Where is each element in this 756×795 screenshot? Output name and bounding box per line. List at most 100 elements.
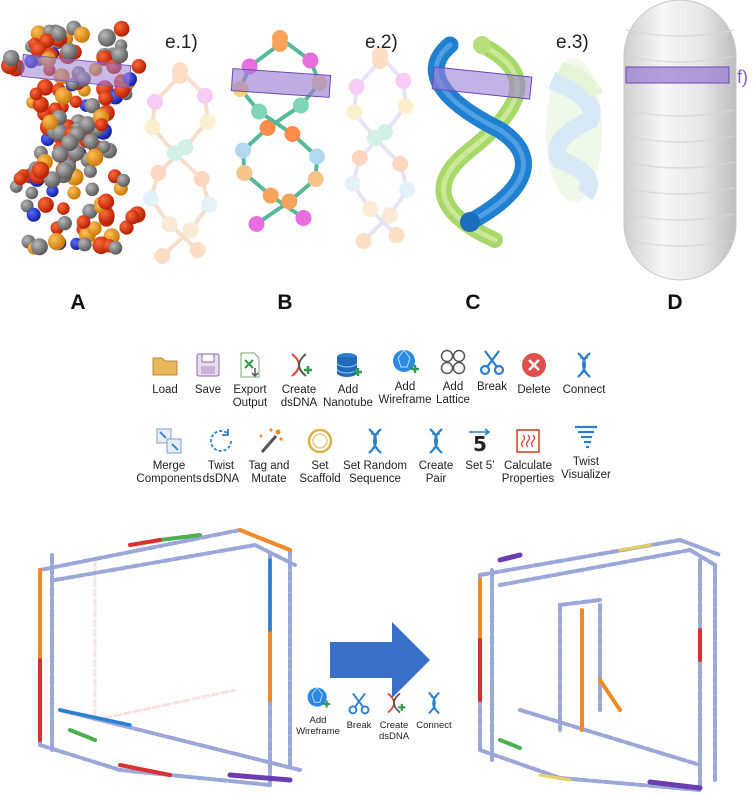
nucleotide-bead	[272, 36, 288, 52]
highlight-slab-c	[431, 66, 533, 100]
nucleotide-bead	[161, 216, 178, 233]
nucleotide-bead	[193, 170, 210, 187]
merge-components-button[interactable]: Merge Components	[134, 426, 204, 486]
twist-icon	[210, 429, 232, 452]
workflow-break-button[interactable]: Break	[331, 690, 387, 731]
workflow-add-wireframe-button[interactable]: Add Wireframe	[290, 685, 346, 737]
workflow-create-dsdna-button[interactable]: Create dsDNA	[366, 690, 422, 742]
atom-sphere	[98, 90, 113, 106]
atom-sphere	[25, 186, 39, 200]
atom-sphere	[29, 87, 43, 101]
atom-sphere	[61, 134, 78, 152]
nucleotide-bead	[307, 171, 324, 187]
atom-sphere	[76, 215, 91, 229]
cube-before	[38, 528, 302, 787]
set-5-prime-button[interactable]: 5 Set 5’	[445, 426, 515, 473]
nucleotide-bead	[351, 149, 368, 166]
atom-sphere	[95, 118, 108, 132]
nucleotide-bead	[346, 104, 363, 121]
atom-sphere	[67, 186, 81, 200]
atom-sphere	[113, 20, 130, 37]
nucleotide-bead	[172, 62, 188, 78]
calculate-properties-label: Calculate Properties	[501, 460, 555, 485]
atom-sphere	[54, 87, 73, 105]
delete-button[interactable]: Delete	[499, 350, 569, 397]
scissors-icon	[348, 692, 370, 715]
nucleotide-bead	[284, 126, 301, 142]
export-output-button[interactable]: Export Output	[215, 350, 285, 410]
nucleotide-bead	[236, 165, 253, 181]
folder-icon	[152, 357, 178, 376]
break-button[interactable]: Break	[457, 347, 527, 394]
twist-visualizer-button[interactable]: Twist Visualizer	[551, 422, 621, 482]
set-5-prime-label: Set 5’	[465, 460, 495, 472]
nucleotide-bead	[348, 78, 365, 95]
tag-and-mutate-button[interactable]: Tag and Mutate	[234, 426, 304, 486]
atom-sphere	[119, 220, 134, 235]
calculate-properties-button[interactable]: Calculate Properties	[493, 426, 563, 486]
nucleotide-bead	[150, 164, 167, 181]
nucleotide-bead	[344, 175, 361, 192]
workflow-create-dsdna-label: Create dsDNA	[378, 720, 410, 742]
nucleotide-bead	[399, 181, 416, 198]
nucleotide-bead	[189, 242, 206, 258]
label-e1: e.1)	[165, 32, 198, 53]
nucleotide-bead	[154, 248, 171, 264]
nucleotide-bead	[248, 216, 265, 232]
create-pair-button[interactable]: Create Pair	[401, 426, 471, 486]
atom-sphere	[69, 95, 83, 109]
atom-sphere	[57, 202, 70, 215]
set-scaffold-label: Set Scaffold	[299, 460, 341, 485]
workflow-add-wireframe-label: Add Wireframe	[296, 715, 340, 737]
nucleotide-bead	[201, 196, 218, 213]
add-nanotube-label: Add Nanotube	[323, 384, 373, 409]
connect-button[interactable]: Connect	[549, 350, 619, 397]
nucleotide-bead	[388, 227, 405, 243]
wireframe-icon	[393, 349, 419, 373]
highlight-slab-a	[20, 53, 132, 89]
nucleotide-bead	[166, 145, 183, 162]
panel-b-bead-model	[230, 30, 332, 232]
strand-link	[150, 74, 212, 258]
add-wireframe-button[interactable]: Add Wireframe	[370, 347, 440, 407]
nucleotide-bead	[177, 139, 194, 156]
create-dsdna-button[interactable]: Create dsDNA	[264, 350, 334, 410]
save-icon	[196, 353, 220, 377]
atom-sphere	[30, 238, 48, 256]
workflow-connect-button[interactable]: Connect	[406, 690, 462, 731]
dna-icon	[429, 428, 443, 454]
create-dsdna-label: Create dsDNA	[280, 384, 318, 409]
atom-sphere	[51, 25, 67, 42]
panel-e2-faded-beads	[344, 47, 416, 249]
dna-icon	[368, 428, 382, 454]
atom-sphere	[125, 209, 140, 225]
nucleotide-bead	[262, 187, 279, 204]
atom-sphere	[82, 203, 98, 219]
panel-letter-c: C	[465, 291, 481, 314]
atom-sphere	[97, 140, 111, 154]
panel-e1-faded-beads	[142, 62, 218, 264]
nucleotide-bead	[392, 155, 409, 172]
twist-dsdna-button[interactable]: Twist dsDNA	[186, 426, 256, 486]
delete-label: Delete	[517, 384, 551, 396]
save-button[interactable]: Save	[173, 350, 243, 397]
connect-label: Connect	[562, 384, 606, 396]
nucleotide-bead	[397, 98, 414, 115]
atom-sphere	[77, 237, 92, 252]
atom-sphere	[79, 116, 96, 133]
add-lattice-label: Add Lattice	[436, 381, 470, 406]
atom-sphere	[37, 196, 54, 213]
nucleotide-bead	[197, 87, 213, 104]
nucleotide-bead	[144, 119, 161, 136]
set-random-sequence-button[interactable]: Set Random Sequence	[340, 426, 410, 486]
database-icon	[336, 353, 362, 377]
atom-sphere	[26, 207, 41, 222]
add-lattice-button[interactable]: Add Lattice	[418, 347, 488, 407]
set-scaffold-button[interactable]: Set Scaffold	[285, 426, 355, 486]
add-nanotube-button[interactable]: Add Nanotube	[313, 350, 383, 410]
workflow-break-label: Break	[346, 720, 372, 731]
nucleotide-bead	[367, 130, 383, 147]
dna-icon	[577, 352, 591, 378]
workflow-arrow	[330, 622, 430, 698]
load-button[interactable]: Load	[130, 350, 200, 397]
